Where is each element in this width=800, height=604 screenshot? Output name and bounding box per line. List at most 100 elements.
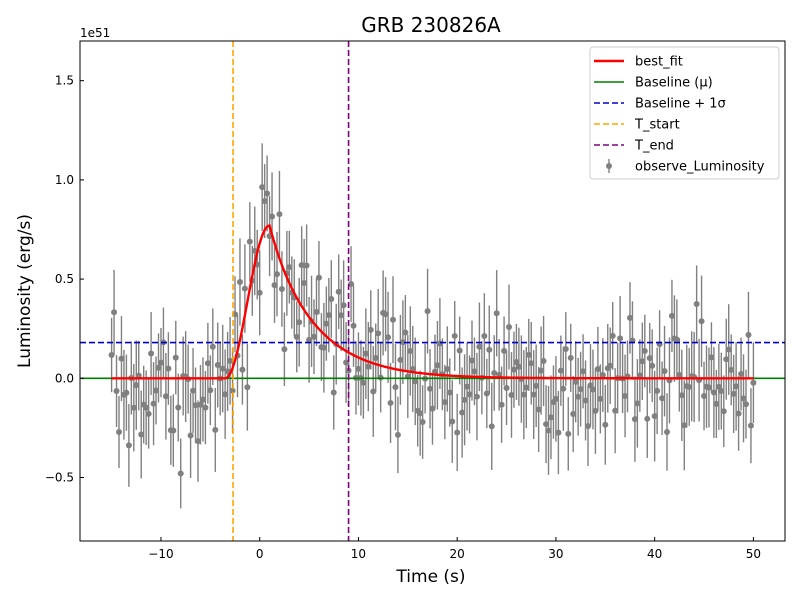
point-marker xyxy=(510,366,517,373)
data-point xyxy=(296,277,303,367)
data-point xyxy=(661,325,668,417)
point-marker xyxy=(157,359,164,366)
point-marker xyxy=(399,339,406,346)
x-tick-label: 20 xyxy=(450,547,465,561)
point-marker xyxy=(390,316,397,323)
point-marker xyxy=(747,422,754,429)
point-marker xyxy=(382,311,389,318)
data-point xyxy=(365,322,372,412)
point-marker xyxy=(264,190,271,197)
point-marker xyxy=(592,407,599,414)
data-point xyxy=(523,346,530,429)
data-point xyxy=(375,288,382,378)
point-marker xyxy=(387,399,394,406)
point-marker xyxy=(570,411,577,418)
data-point xyxy=(367,290,374,370)
point-marker xyxy=(735,410,742,417)
data-point xyxy=(303,224,310,307)
point-marker xyxy=(328,295,335,302)
data-point xyxy=(348,246,355,322)
point-marker xyxy=(343,359,350,366)
point-marker xyxy=(125,442,132,449)
point-marker xyxy=(471,368,478,375)
point-marker xyxy=(207,387,214,394)
data-point xyxy=(631,376,638,462)
data-point xyxy=(552,356,559,442)
data-point xyxy=(256,250,263,336)
data-point xyxy=(338,279,345,352)
point-marker xyxy=(271,282,278,289)
point-marker xyxy=(545,427,552,434)
point-marker xyxy=(187,432,194,439)
point-marker xyxy=(733,383,740,390)
point-marker xyxy=(515,363,522,370)
point-marker xyxy=(202,404,209,411)
data-point xyxy=(229,348,236,433)
data-point xyxy=(730,354,737,433)
data-point xyxy=(387,362,394,444)
point-marker xyxy=(350,322,357,329)
data-point xyxy=(747,388,754,464)
data-point xyxy=(372,323,379,393)
data-point xyxy=(202,370,209,445)
point-marker xyxy=(222,391,229,398)
x-axis: −10 0 10 20 30 40 50 xyxy=(148,537,761,561)
data-point xyxy=(170,394,177,467)
data-point xyxy=(740,354,747,443)
point-marker xyxy=(602,421,609,428)
data-point xyxy=(599,337,606,413)
point-marker xyxy=(503,384,510,391)
point-marker xyxy=(641,347,648,354)
data-point xyxy=(557,335,564,406)
point-marker xyxy=(348,281,355,288)
data-point xyxy=(708,322,715,393)
point-marker xyxy=(375,330,382,337)
data-point xyxy=(617,296,624,381)
point-marker xyxy=(681,422,688,429)
point-marker xyxy=(562,346,569,353)
data-point xyxy=(355,332,362,406)
point-marker xyxy=(293,333,300,340)
data-point xyxy=(417,370,424,456)
data-point xyxy=(409,325,416,413)
data-point xyxy=(562,312,569,386)
point-marker xyxy=(506,323,513,330)
point-marker xyxy=(533,382,540,389)
data-point xyxy=(725,304,732,395)
point-marker xyxy=(434,362,441,369)
point-marker xyxy=(718,388,725,395)
data-point xyxy=(429,372,436,445)
data-point xyxy=(686,348,693,426)
point-marker xyxy=(123,389,130,396)
data-point xyxy=(659,361,666,436)
point-marker xyxy=(367,326,374,333)
point-marker xyxy=(713,400,720,407)
data-point xyxy=(513,323,520,400)
reference-lines xyxy=(80,41,785,541)
data-point xyxy=(723,318,730,400)
data-point xyxy=(533,344,540,428)
point-marker xyxy=(543,421,550,428)
point-marker xyxy=(451,332,458,339)
data-point xyxy=(461,354,468,446)
legend-label: T_end xyxy=(634,139,674,154)
data-point xyxy=(350,284,357,367)
data-point xyxy=(444,326,451,412)
point-marker xyxy=(212,426,219,433)
data-point xyxy=(673,299,680,380)
point-marker xyxy=(244,384,251,391)
point-marker xyxy=(269,213,276,220)
data-point xyxy=(639,322,646,401)
y-offset-label: 1e51 xyxy=(80,26,110,40)
point-marker xyxy=(323,320,330,327)
point-marker xyxy=(192,402,199,409)
point-marker xyxy=(538,367,545,374)
x-tick-label: −10 xyxy=(148,547,173,561)
point-marker xyxy=(580,368,587,375)
data-point xyxy=(419,385,426,459)
point-marker xyxy=(402,329,409,336)
point-marker xyxy=(585,423,592,430)
data-point xyxy=(508,352,515,438)
point-marker xyxy=(150,400,157,407)
point-marker xyxy=(723,356,730,363)
